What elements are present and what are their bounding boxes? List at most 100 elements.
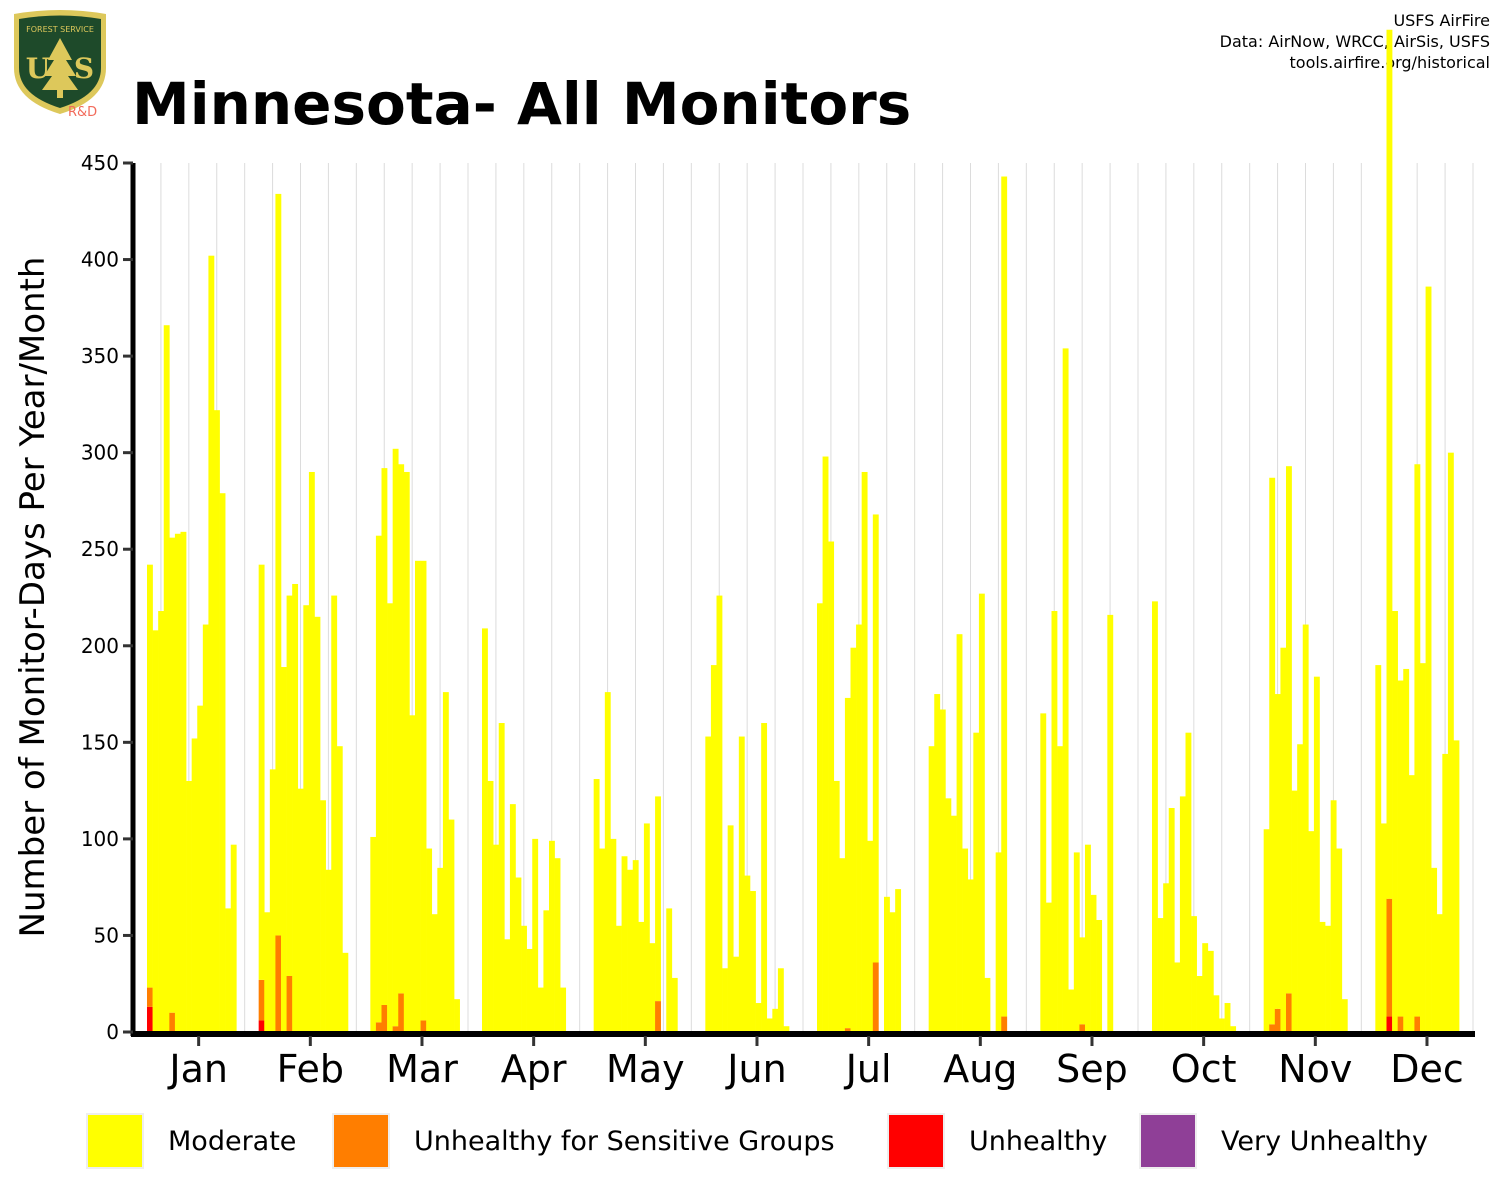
bar-segment xyxy=(264,912,271,1032)
bar-segment xyxy=(1073,852,1080,1032)
bar-segment xyxy=(1397,680,1404,1017)
bar-segment xyxy=(1330,800,1337,1032)
bar-segment xyxy=(1269,477,1276,1025)
bar-segment xyxy=(1397,1016,1404,1032)
bar-segment xyxy=(537,987,544,1032)
y-tick-label: 350 xyxy=(81,344,119,368)
x-axis: Jan Feb Mar Apr May Jun Jul Aug Sep Oct Nov Dec xyxy=(167,1036,1464,1091)
y-tick-label: 400 xyxy=(81,248,119,272)
bar-segment xyxy=(147,987,153,1007)
bar-segment xyxy=(387,603,393,1032)
bar-segment xyxy=(549,840,555,1032)
bar-segment xyxy=(554,858,561,1032)
bar-segment xyxy=(1001,176,1008,1017)
bar-segment xyxy=(962,848,969,1032)
bar-segment xyxy=(1313,676,1320,1032)
bar-segment xyxy=(844,697,851,1029)
bar-segment xyxy=(1057,746,1063,1032)
bar-segment xyxy=(1096,920,1103,1032)
bar-segment xyxy=(426,848,433,1032)
bar-segment xyxy=(1174,962,1181,1032)
bar-segment xyxy=(392,448,399,1027)
bars xyxy=(147,29,1460,1033)
bar-segment xyxy=(1291,790,1298,1032)
bar-segment xyxy=(621,856,628,1032)
bar-segment xyxy=(1185,732,1192,1032)
bar-segment xyxy=(1375,665,1382,1032)
bar-segment xyxy=(202,624,209,1032)
bar-segment xyxy=(1202,943,1209,1032)
bar-segment xyxy=(967,879,974,1032)
bar-segment xyxy=(722,968,728,1032)
bar-segment xyxy=(1213,995,1220,1032)
bar-segment xyxy=(850,647,857,1032)
chart-title: Minnesota- All Monitors xyxy=(132,70,912,138)
bar-segment xyxy=(872,514,879,963)
bar-segment xyxy=(616,925,622,1032)
legend-swatch xyxy=(332,1113,390,1169)
bar-segment xyxy=(861,471,868,1033)
bar-segment xyxy=(599,848,606,1032)
bar-segment xyxy=(951,815,957,1032)
bar-segment xyxy=(258,979,265,1021)
bar-segment xyxy=(1302,624,1309,1032)
bar-segment xyxy=(308,471,315,1033)
legend-swatch xyxy=(1139,1113,1197,1169)
bar-segment xyxy=(627,869,634,1032)
legend: Moderate Unhealthy for Sensitive Groups Un… xyxy=(86,1113,1428,1169)
bar-segment xyxy=(1079,1024,1086,1032)
bar-segment xyxy=(744,875,751,1032)
bar-segment xyxy=(934,694,941,1032)
bar-segment xyxy=(1386,1016,1393,1032)
bar-segment xyxy=(828,541,835,1032)
svg-text:R&D: R&D xyxy=(68,105,97,118)
bar-segment xyxy=(515,877,522,1032)
bar-segment xyxy=(856,624,862,1032)
bar-segment xyxy=(839,858,846,1032)
bar-segment xyxy=(995,852,1002,1032)
bar-segment xyxy=(1392,611,1398,1032)
bar-segment xyxy=(1386,898,1393,1017)
bar-segment xyxy=(1414,1016,1421,1032)
bar-segment xyxy=(1453,740,1460,1032)
bar-segment xyxy=(454,999,460,1032)
bar-segment xyxy=(169,537,176,1013)
legend-label: Unhealthy for Sensitive Groups xyxy=(414,1126,835,1157)
bar-segment xyxy=(375,1022,382,1032)
bar-segment xyxy=(671,977,678,1032)
bar-segment xyxy=(392,1026,399,1032)
bar-segment xyxy=(258,564,265,980)
x-tick-label: Mar xyxy=(386,1047,458,1091)
svg-text:FOREST SERVICE: FOREST SERVICE xyxy=(26,25,94,34)
bar-segment xyxy=(1431,867,1438,1032)
bar-segment xyxy=(727,825,734,1032)
bar-segment xyxy=(375,535,382,1023)
bar-segment xyxy=(895,889,902,1032)
bar-segment xyxy=(844,1028,851,1032)
y-tick-label: 50 xyxy=(94,923,119,947)
bar-segment xyxy=(867,840,874,1032)
bar-segment xyxy=(180,531,187,1032)
bar-segment xyxy=(733,956,740,1032)
bar-segment xyxy=(186,780,192,1032)
bar-segment xyxy=(543,910,550,1032)
bar-segment xyxy=(1269,1024,1276,1032)
bar-segment xyxy=(442,692,449,1032)
x-tick-label: Jan xyxy=(167,1047,228,1091)
bar-segment xyxy=(219,493,226,1033)
y-axis: 0 50 100 150 200 250 300 350 400 450 xyxy=(81,151,133,1044)
bar-segment xyxy=(420,560,427,1021)
bar-segment xyxy=(370,836,377,1032)
bar-segment xyxy=(275,193,282,936)
x-tick-label: Oct xyxy=(1171,1047,1237,1091)
bar-segment xyxy=(655,796,661,1002)
bar-segment xyxy=(1274,694,1281,1009)
legend-label: Very Unhealthy xyxy=(1221,1126,1428,1157)
x-tick-label: Sep xyxy=(1056,1047,1128,1091)
bar-segment xyxy=(1040,713,1047,1032)
x-tick-label: Dec xyxy=(1390,1047,1464,1091)
bar-segment xyxy=(1107,614,1114,1032)
y-tick-label: 150 xyxy=(81,730,119,754)
svg-text:U: U xyxy=(26,52,50,85)
